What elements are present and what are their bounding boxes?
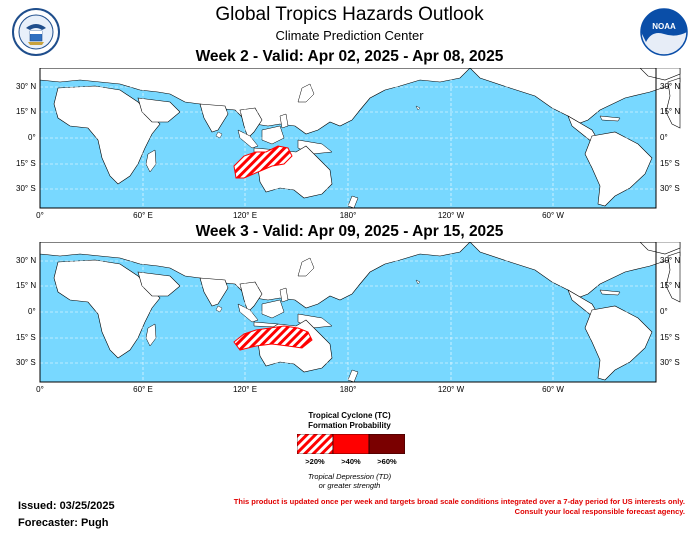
page-title: Global Tropics Hazards Outlook: [215, 4, 484, 25]
lon-label: 180°: [339, 385, 357, 394]
lat-label: 0°: [660, 133, 668, 142]
legend-title-line2: Formation Probability: [308, 421, 391, 430]
lat-label: 15° N: [660, 107, 681, 116]
lat-label: 30° N: [660, 256, 681, 265]
lat-label: 30° N: [16, 256, 37, 265]
lon-label: 60° E: [133, 385, 153, 394]
lon-label: 60° E: [133, 211, 153, 220]
lat-label: 15° S: [660, 333, 680, 342]
lat-label: 0°: [28, 307, 36, 316]
lon-label: 120° E: [232, 385, 258, 394]
legend-swatch-20: [297, 434, 334, 454]
legend-swatches: [297, 434, 405, 454]
lon-label: 120° W: [437, 211, 465, 220]
lat-label: 30° N: [660, 82, 681, 91]
week3-map: [12, 241, 684, 397]
lat-label: 15° S: [16, 159, 36, 168]
commerce-seal-icon: [12, 8, 60, 61]
lat-label: 30° S: [16, 358, 36, 367]
lat-label: 30° N: [16, 82, 37, 91]
lon-label: 0°: [36, 211, 44, 220]
svg-text:NOAA: NOAA: [652, 22, 676, 31]
lat-label: 15° N: [16, 281, 37, 290]
lon-label: 60° W: [542, 211, 564, 220]
lat-label: 30° S: [16, 184, 36, 193]
lat-label: 15° N: [660, 281, 681, 290]
forecaster: Forecaster: Pugh: [18, 517, 109, 529]
lon-label: 180°: [339, 211, 357, 220]
lon-label: 120° E: [232, 211, 258, 220]
week2-tc-hazard-area: [233, 145, 293, 179]
legend-label-40: >40%: [341, 457, 361, 466]
lon-label: 60° W: [542, 385, 564, 394]
legend-label-20: >20%: [305, 457, 325, 466]
lat-label: 15° S: [16, 333, 36, 342]
legend-swatch-60: [368, 434, 405, 454]
lat-label: 30° S: [660, 358, 680, 367]
lat-label: 15° N: [16, 107, 37, 116]
week3-title: Week 3 - Valid: Apr 09, 2025 - Apr 15, 2…: [195, 223, 504, 240]
issued-date: Issued: 03/25/2025: [18, 500, 115, 512]
legend-label-60: >60%: [377, 457, 397, 466]
week2-title: Week 2 - Valid: Apr 02, 2025 - Apr 08, 2…: [195, 48, 504, 65]
week3-tc-hazard-area: [233, 325, 313, 351]
disclaimer-line1: This product is updated once per week an…: [233, 497, 685, 506]
week2-map: [12, 67, 684, 223]
lon-label: 0°: [36, 385, 44, 394]
lat-label: 30° S: [660, 184, 680, 193]
lat-label: 0°: [660, 307, 668, 316]
lon-label: 120° W: [437, 385, 465, 394]
legend-title-line1: Tropical Cyclone (TC): [308, 411, 391, 420]
legend-note-line1: Tropical Depression (TD): [307, 472, 392, 481]
legend-swatch-40: [332, 434, 370, 454]
disclaimer-line2: Consult your local responsible forecast …: [514, 507, 685, 516]
page-subtitle: Climate Prediction Center: [275, 28, 424, 43]
lat-label: 0°: [28, 133, 36, 142]
lat-label: 15° S: [660, 159, 680, 168]
noaa-logo-icon: NOAA: [640, 8, 688, 61]
legend-note-line2: or greater strength: [318, 481, 381, 490]
